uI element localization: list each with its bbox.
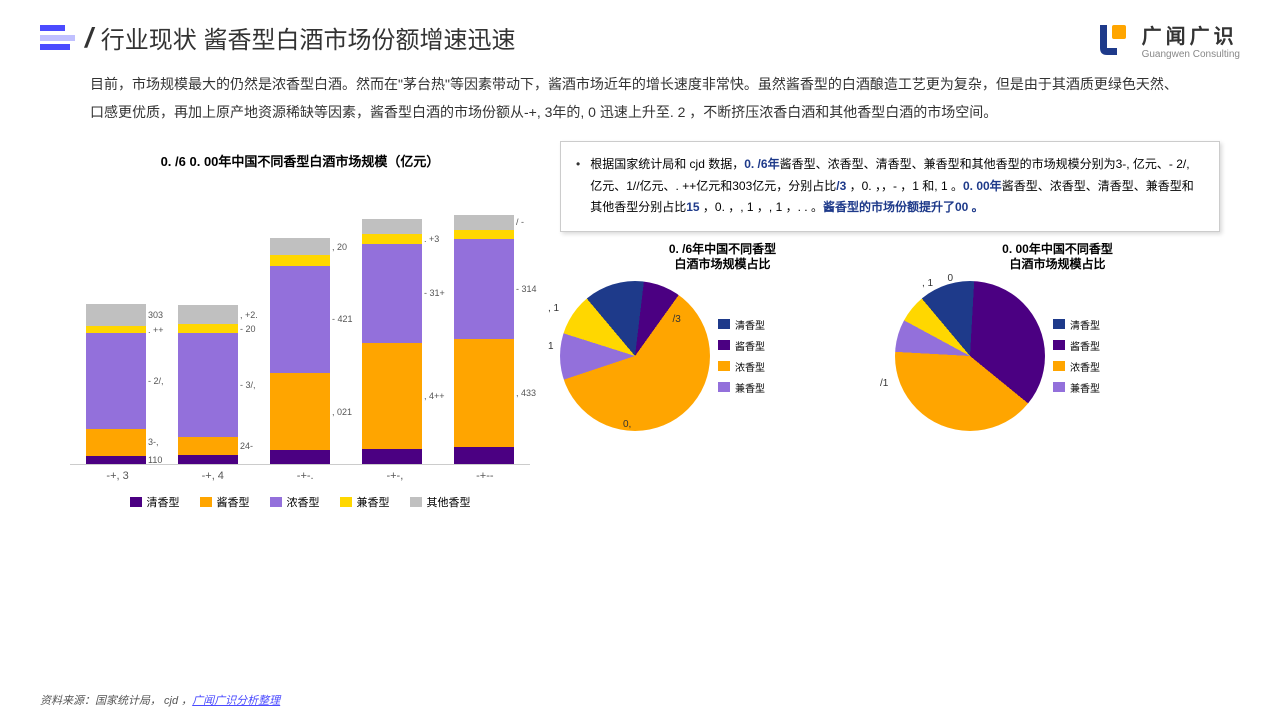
slash-decor: / [85, 22, 93, 54]
source-attribution: 资料来源：国家统计局， cjd ，广闻广识分析整理 [40, 692, 280, 708]
page-title: 行业现状 酱香型白酒市场份额增速迅速 [101, 20, 516, 55]
title-accent [40, 25, 75, 50]
pie-chart: 0, 1/1 [895, 281, 1045, 431]
pie-legend-item: 酱香型 [1053, 338, 1100, 353]
pie-title: 0. 00年中国不同香型白酒市场规模占比 [895, 242, 1220, 273]
pie-legend-item: 清香型 [1053, 317, 1100, 332]
pie-legend-item: 浓香型 [718, 359, 765, 374]
x-label: -+, 3 [106, 470, 128, 482]
pie-legend-item: 清香型 [718, 317, 765, 332]
source-link[interactable]: 广闻广识分析整理 [192, 695, 280, 707]
logo: 广闻广识 Guangwen Consulting [1092, 20, 1240, 60]
pie-legend-item: 兼香型 [718, 380, 765, 395]
bar-chart: 1103-,- 2/,. ++303 24-- 3/,- 20, +2. , 021… [60, 185, 540, 515]
bar-chart-title: 0. /6 0. 00年中国不同香型白酒市场规模（亿元） [60, 151, 540, 170]
legend-item: 酱香型 [200, 494, 250, 510]
legend-item: 兼香型 [340, 494, 390, 510]
x-label: -+-- [476, 470, 493, 482]
pie-legend-item: 酱香型 [718, 338, 765, 353]
pie-chart: , 110,/3 [560, 281, 710, 431]
pie-legend-item: 浓香型 [1053, 359, 1100, 374]
bar-group: , 4++- 31+. +3 [362, 219, 422, 464]
info-box: 根据国家统计局和 cjd 数据，0. /6年酱香型、浓香型、清香型、兼香型和其他… [560, 141, 1220, 232]
logo-en: Guangwen Consulting [1142, 49, 1240, 60]
x-label: -+-. [297, 470, 314, 482]
info-text: 根据国家统计局和 cjd 数据，0. /6年酱香型、浓香型、清香型、兼香型和其他… [590, 154, 1204, 219]
body-paragraph: 目前，市场规模最大的仍然是浓香型白酒。然而在"茅台热"等因素带动下，酱酒市场近年… [90, 70, 1190, 126]
bar-group: 1103-,- 2/,. ++303 [86, 304, 146, 464]
legend-item: 其他香型 [410, 494, 471, 510]
legend-item: 浓香型 [270, 494, 320, 510]
logo-icon [1092, 20, 1132, 60]
x-label: -+-, [386, 470, 403, 482]
pie-legend-item: 兼香型 [1053, 380, 1100, 395]
bar-group: , 433- 314/ - [454, 215, 514, 464]
logo-cn: 广闻广识 [1142, 20, 1240, 49]
legend-item: 清香型 [130, 494, 180, 510]
pie-title: 0. /6年中国不同香型白酒市场规模占比 [560, 242, 885, 273]
bar-group: , 021- 421, 20 [270, 238, 330, 464]
x-label: -+, 4 [202, 470, 224, 482]
bar-group: 24-- 3/,- 20, +2. [178, 305, 238, 464]
